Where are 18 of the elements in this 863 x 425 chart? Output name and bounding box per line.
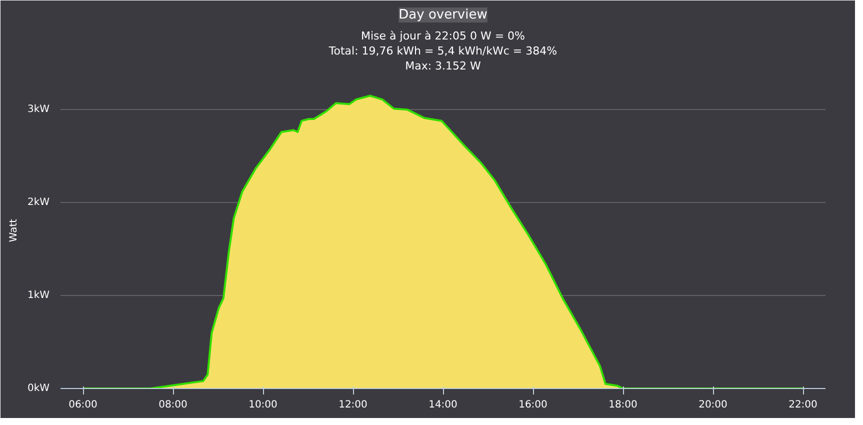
x-tick-label: 08:00	[158, 400, 188, 410]
x-tick-label: 06:00	[68, 400, 98, 410]
x-tick-label: 16:00	[518, 400, 548, 410]
y-tick-label: 3kW	[27, 104, 50, 116]
x-tick-label: 22:00	[788, 400, 818, 410]
x-tick-label: 10:00	[248, 400, 278, 410]
annotation: Max: 3.152 W	[405, 60, 482, 72]
y-axis-title: Watt	[8, 218, 20, 242]
chart-title: Day overview	[398, 8, 488, 22]
text: Total: 19,76 kWh = 5,4 kWh/kWc = 384%	[328, 44, 558, 58]
x-tick-label: 12:00	[338, 400, 368, 410]
text: Mise à jour à 22:05 0 W = 0%	[360, 30, 526, 42]
y-tick-label: 1kW	[27, 290, 50, 302]
y-tick-label: 0kW	[27, 383, 50, 394]
x-tick-label: 18:00	[608, 400, 638, 410]
x-tick-label: 14:00	[428, 400, 458, 410]
x-tick-label: 20:00	[698, 400, 728, 410]
y-tick-label: 2kW	[27, 197, 50, 208]
